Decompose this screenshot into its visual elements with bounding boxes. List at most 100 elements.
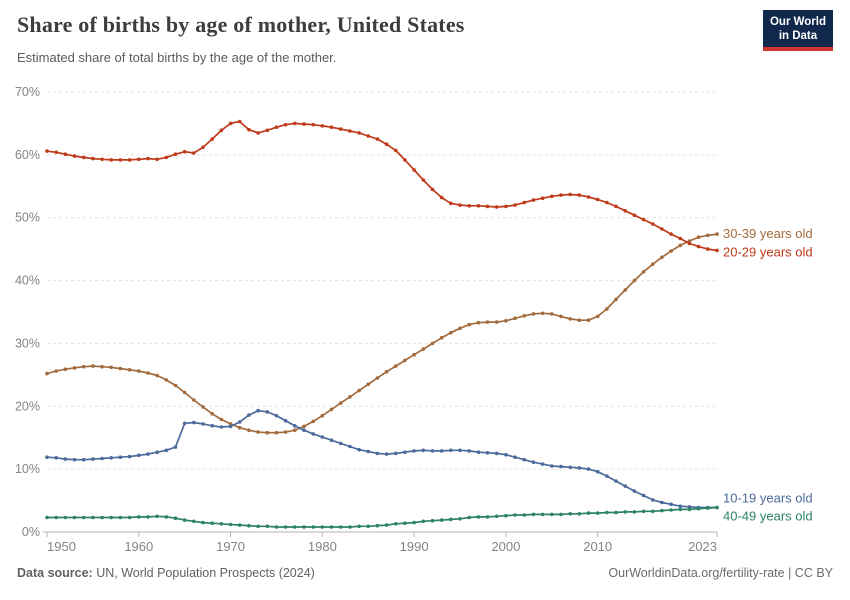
series-markers-10-19-years-old xyxy=(45,408,719,510)
data-point xyxy=(430,518,435,523)
data-point xyxy=(522,513,527,517)
data-point xyxy=(320,435,325,439)
data-point xyxy=(687,507,692,512)
data-point xyxy=(605,510,609,515)
data-point xyxy=(568,465,572,470)
data-point xyxy=(173,152,178,156)
data-point xyxy=(311,432,316,436)
series-label-10-19-years-old[interactable]: 10-19 years old xyxy=(723,490,813,505)
data-point xyxy=(421,178,426,182)
data-point xyxy=(394,148,398,153)
data-point xyxy=(660,508,664,513)
data-point xyxy=(146,452,150,456)
data-point xyxy=(45,149,49,153)
data-point xyxy=(568,192,572,197)
data-point xyxy=(45,371,49,376)
data-point xyxy=(651,262,655,267)
data-point xyxy=(256,408,260,413)
data-point xyxy=(696,506,701,511)
data-point xyxy=(439,195,444,200)
data-point xyxy=(403,450,407,455)
data-point xyxy=(320,525,325,529)
data-point xyxy=(614,479,618,483)
data-point xyxy=(430,187,435,192)
data-point xyxy=(338,127,343,131)
data-point xyxy=(109,456,113,460)
y-tick-label-30: 30% xyxy=(15,336,40,350)
owid-logo[interactable]: Our World in Data xyxy=(762,10,833,51)
data-point xyxy=(63,152,68,156)
series-line-30-39-years-old xyxy=(46,233,718,434)
data-point xyxy=(54,456,58,460)
data-point xyxy=(100,157,104,162)
y-tick-label-10: 10% xyxy=(15,462,40,476)
data-point xyxy=(192,398,196,402)
data-point xyxy=(669,232,673,236)
data-point xyxy=(228,121,233,126)
data-point xyxy=(678,243,683,248)
data-point xyxy=(623,484,627,488)
data-point xyxy=(412,352,416,357)
data-point xyxy=(586,467,591,471)
data-point xyxy=(384,142,389,146)
data-point xyxy=(687,505,692,509)
data-point xyxy=(348,444,352,449)
data-point xyxy=(247,523,251,528)
data-source-value: UN, World Population Prospects (2024) xyxy=(92,566,315,580)
data-point xyxy=(550,194,554,199)
data-point xyxy=(494,514,499,519)
data-point xyxy=(687,241,692,246)
data-point xyxy=(348,395,352,399)
data-point xyxy=(632,278,637,283)
data-point xyxy=(155,157,159,162)
data-point xyxy=(228,424,233,429)
data-point xyxy=(669,502,673,507)
data-point xyxy=(439,449,444,453)
footer-url-license[interactable]: OurWorldinData.org/fertility-rate | CC B… xyxy=(608,566,833,580)
data-point xyxy=(651,509,655,514)
data-point xyxy=(449,517,453,522)
data-point xyxy=(632,489,637,493)
data-point xyxy=(265,128,270,133)
data-point xyxy=(476,320,481,325)
data-point xyxy=(384,452,389,456)
data-point xyxy=(247,428,251,433)
data-point xyxy=(623,209,627,213)
data-point xyxy=(412,168,416,172)
data-point xyxy=(504,513,508,518)
data-point xyxy=(687,239,692,243)
series-label-40-49-years-old[interactable]: 40-49 years old xyxy=(723,508,813,523)
data-source-note: Data source: UN, World Population Prospe… xyxy=(17,566,315,580)
data-point xyxy=(311,525,316,529)
data-point xyxy=(81,364,86,369)
data-point xyxy=(412,520,416,525)
data-point xyxy=(293,525,297,529)
y-tick-label-60: 60% xyxy=(15,148,40,162)
series-label-30-39-years-old[interactable]: 30-39 years old xyxy=(723,226,813,241)
data-point xyxy=(485,320,490,324)
data-point xyxy=(504,319,508,323)
data-point xyxy=(283,418,288,423)
data-point xyxy=(338,401,343,405)
x-tick-label-2023: 2023 xyxy=(688,539,717,554)
data-point xyxy=(219,128,224,133)
data-point xyxy=(118,455,123,460)
data-point xyxy=(651,222,655,226)
data-point xyxy=(366,134,371,138)
data-point xyxy=(201,145,205,150)
data-point xyxy=(375,376,380,380)
data-point xyxy=(54,515,58,520)
data-point xyxy=(678,504,683,509)
data-point xyxy=(522,314,527,318)
data-point xyxy=(623,288,627,292)
data-point xyxy=(403,158,407,162)
data-point xyxy=(568,512,572,516)
data-point xyxy=(394,364,398,368)
data-point xyxy=(329,125,334,129)
data-point xyxy=(100,456,104,461)
data-point xyxy=(430,449,435,453)
data-point xyxy=(302,525,306,529)
series-label-20-29-years-old[interactable]: 20-29 years old xyxy=(723,244,813,259)
